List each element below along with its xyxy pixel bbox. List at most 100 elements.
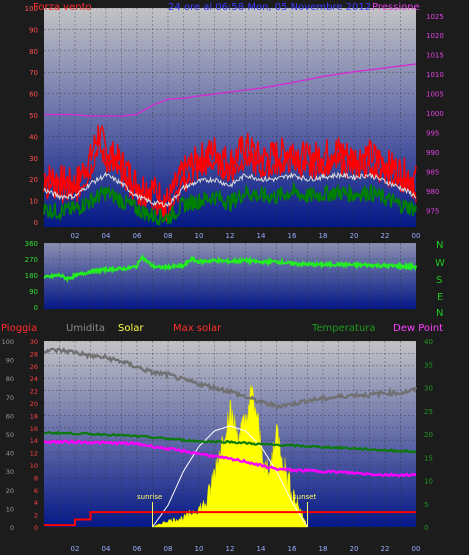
compass-w: W (435, 258, 445, 269)
legend-max-solar: Max solar (173, 323, 222, 334)
sunrise-label: sunrise (137, 493, 162, 501)
wind-axis-tick: 60 (29, 91, 38, 99)
humidity-axis-tick: 100 (2, 338, 14, 346)
direction-axis-tick: 360 (25, 240, 38, 248)
legend-temperature: Temperatura (311, 323, 376, 334)
x-tick-label-bottom: 14 (257, 545, 266, 553)
pressure-axis-tick: 1005 (426, 91, 444, 99)
rain-axis-tick: 18 (30, 412, 38, 420)
pressure-axis-tick: 1020 (426, 32, 444, 40)
wind-axis-tick: 0 (34, 219, 38, 227)
direction-axis-tick: 0 (34, 304, 38, 312)
x-tick-label-top: 12 (226, 232, 235, 240)
wind-axis-tick: 10 (29, 198, 38, 206)
x-tick-label-top: 20 (350, 232, 359, 240)
wind-low-line (43, 181, 417, 226)
pressure-axis-tick: 1025 (426, 13, 444, 21)
x-tick-label-bottom: 04 (102, 545, 111, 553)
humidity-axis-tick: 10 (6, 505, 14, 513)
temperature-axis-tick: 15 (424, 454, 433, 462)
rain-line (44, 511, 416, 527)
wind-title: Forza vento (33, 2, 92, 13)
wind-average-line (43, 171, 417, 208)
max-solar-line (152, 425, 308, 528)
humidity-axis-tick: 90 (6, 357, 14, 365)
wind-axis-tick: 70 (29, 69, 38, 77)
rain-axis-tick: 8 (34, 474, 38, 482)
temperature-axis-tick: 30 (424, 385, 433, 393)
pressure-line (44, 63, 417, 117)
humidity-axis-tick: 70 (6, 394, 14, 402)
humidity-axis-tick: 60 (6, 412, 14, 420)
rain-axis-tick: 14 (30, 437, 38, 445)
wind-axis-tick: 20 (29, 176, 38, 184)
pressure-axis-tick: 995 (426, 130, 439, 138)
rain-axis-tick: 4 (34, 499, 38, 507)
legend-dew-point: Dew Point (393, 323, 443, 334)
legend-humidity: Umidita (66, 323, 105, 334)
x-tick-label-bottom: 06 (133, 545, 142, 553)
x-tick-label-top: 06 (133, 232, 142, 240)
temperature-axis-tick: 0 (424, 524, 428, 532)
x-tick-label-top: 10 (195, 232, 204, 240)
rain-axis-tick: 22 (30, 388, 38, 396)
dew-point-line (43, 439, 417, 478)
rain-axis-tick: 0 (34, 524, 38, 532)
axis-ticks: 0202040406060808101012121414161618182020… (2, 5, 444, 553)
legend-rain: Pioggia (1, 323, 37, 334)
compass-n-top: N (436, 240, 443, 251)
x-tick-label-bottom: 10 (195, 545, 204, 553)
x-tick-label-top: 08 (164, 232, 173, 240)
rain-axis-tick: 28 (30, 350, 38, 358)
x-tick-label-top: 02 (71, 232, 80, 240)
x-tick-label-bottom: 22 (381, 545, 390, 553)
direction-axis-tick: 90 (29, 288, 38, 296)
x-tick-label-top: 22 (381, 232, 390, 240)
solar-area (152, 384, 308, 528)
x-tick-label-bottom: 12 (226, 545, 235, 553)
chart-series (43, 63, 418, 528)
pressure-axis-tick: 1000 (426, 110, 444, 118)
humidity-axis-tick: 20 (6, 487, 14, 495)
pressure-title: Pressione (372, 2, 420, 13)
wind-axis-tick: 100 (25, 5, 38, 13)
rain-axis-tick: 2 (34, 512, 38, 520)
pressure-axis-tick: 985 (426, 168, 439, 176)
pressure-axis-tick: 1015 (426, 52, 444, 60)
rain-axis-tick: 24 (30, 375, 38, 383)
wind-axis-tick: 80 (29, 48, 38, 56)
rain-axis-tick: 10 (30, 462, 38, 470)
rain-axis-tick: 20 (30, 400, 38, 408)
x-tick-label-top: 04 (102, 232, 111, 240)
humidity-axis-tick: 80 (6, 375, 14, 383)
direction-axis-tick: 270 (25, 256, 38, 264)
compass-s: S (436, 275, 442, 286)
wind-axis-tick: 90 (29, 26, 38, 34)
wind-direction-line (43, 253, 418, 284)
x-tick-label-top: 18 (319, 232, 328, 240)
humidity-axis-tick: 50 (6, 431, 14, 439)
date-title: 24 ore al 06:58 Mon, 05 Novembre 2012 (168, 2, 371, 13)
x-tick-label-bottom: 02 (71, 545, 80, 553)
legend-solar: Solar (118, 323, 144, 334)
temperature-axis-tick: 25 (424, 408, 433, 416)
humidity-axis-tick: 0 (10, 524, 14, 532)
pressure-axis-tick: 1010 (426, 71, 444, 79)
wind-axis-tick: 50 (29, 112, 38, 120)
rain-axis-tick: 26 (30, 363, 38, 371)
temperature-axis-tick: 5 (424, 501, 428, 509)
x-tick-label-top: 14 (257, 232, 266, 240)
temperature-axis-tick: 20 (424, 431, 433, 439)
compass-n-bottom: N (436, 308, 443, 319)
rain-axis-tick: 16 (30, 425, 38, 433)
x-tick-label-bottom: 20 (350, 545, 359, 553)
sunset-label: sunset (293, 493, 316, 501)
wind-axis-tick: 40 (29, 133, 38, 141)
humidity-axis-tick: 40 (6, 450, 14, 458)
rain-axis-tick: 30 (30, 338, 38, 346)
direction-axis-tick: 180 (25, 272, 38, 280)
compass-e: E (437, 292, 443, 303)
x-tick-label-bottom: 08 (164, 545, 173, 553)
x-tick-label-top: 00 (412, 232, 421, 240)
humidity-line (43, 347, 418, 411)
